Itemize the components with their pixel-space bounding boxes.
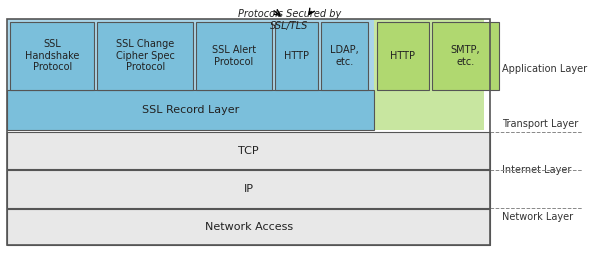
FancyBboxPatch shape — [376, 22, 429, 90]
FancyBboxPatch shape — [97, 22, 193, 90]
Text: Network Layer: Network Layer — [501, 212, 573, 222]
Text: SSL Alert
Protocol: SSL Alert Protocol — [212, 45, 256, 67]
FancyBboxPatch shape — [10, 22, 94, 90]
Text: TCP: TCP — [238, 146, 259, 156]
FancyBboxPatch shape — [321, 22, 368, 90]
FancyBboxPatch shape — [7, 19, 374, 130]
FancyBboxPatch shape — [374, 19, 484, 130]
Text: HTTP: HTTP — [390, 51, 415, 61]
FancyBboxPatch shape — [275, 22, 318, 90]
Text: IP: IP — [243, 184, 254, 194]
FancyBboxPatch shape — [7, 209, 490, 245]
FancyBboxPatch shape — [7, 90, 374, 130]
Text: SSL
Handshake
Protocol: SSL Handshake Protocol — [25, 39, 80, 73]
Text: HTTP: HTTP — [284, 51, 309, 61]
FancyBboxPatch shape — [7, 132, 490, 169]
Text: Transport Layer: Transport Layer — [501, 119, 578, 130]
FancyBboxPatch shape — [432, 22, 499, 90]
Text: Protocols Secured by
SSL/TLS: Protocols Secured by SSL/TLS — [237, 9, 341, 31]
Text: SSL Change
Cipher Spec
Protocol: SSL Change Cipher Spec Protocol — [116, 39, 175, 73]
Text: Network Access: Network Access — [205, 222, 293, 232]
Text: Internet Layer: Internet Layer — [501, 166, 571, 176]
Text: LDAP,
etc.: LDAP, etc. — [330, 45, 359, 67]
Text: SMTP,
etc.: SMTP, etc. — [451, 45, 480, 67]
Text: Application Layer: Application Layer — [501, 64, 586, 74]
FancyBboxPatch shape — [196, 22, 272, 90]
FancyBboxPatch shape — [7, 170, 490, 208]
Text: SSL Record Layer: SSL Record Layer — [142, 105, 239, 115]
